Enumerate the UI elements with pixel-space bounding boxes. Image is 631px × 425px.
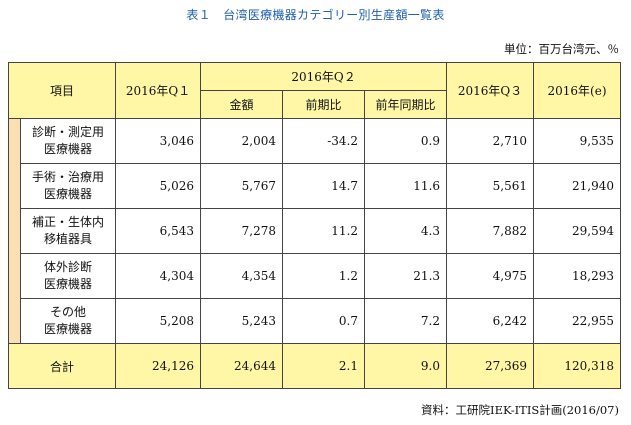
category-label: 補正・生体内 移植器具 (19, 208, 117, 254)
cell-q2-amount: 7,278 (200, 208, 284, 254)
cell-q3: 7,882 (446, 208, 535, 254)
cell-q2-qoq: 11.2 (282, 208, 366, 254)
source-note: 資料：工研院IEK-ITIS計画(2016/07) (421, 403, 619, 417)
cell-q2-qoq: -34.2 (282, 118, 366, 164)
total-q2-qoq: 2.1 (282, 343, 366, 389)
cell-q3: 2,710 (446, 118, 535, 164)
category-line1: 体外診断 (44, 260, 93, 274)
category-label: 診断・測定用 医療機器 (19, 118, 117, 164)
cell-q1: 3,046 (115, 118, 202, 164)
cell-q3: 5,561 (446, 163, 535, 209)
cell-year: 22,955 (533, 298, 622, 344)
cell-q1: 5,208 (115, 298, 202, 344)
cell-q1: 6,543 (115, 208, 202, 254)
cell-year: 21,940 (533, 163, 622, 209)
header-q2: 2016年Q２ (200, 62, 448, 91)
total-q2-amount: 24,644 (200, 343, 284, 389)
cell-q1: 5,026 (115, 163, 202, 209)
category-line1: 補正・生体内 (32, 215, 105, 229)
cell-q2-yoy: 7.2 (364, 298, 448, 344)
category-line1: その他 (50, 305, 87, 319)
cell-q3: 6,242 (446, 298, 535, 344)
header-q1: 2016年Q１ (115, 62, 202, 119)
header-year: 2016年(e) (533, 62, 622, 119)
header-item: 項目 (7, 62, 117, 119)
cell-year: 9,535 (533, 118, 622, 164)
table-title: 表１ 台湾医療機器カテゴリー別生産額一覧表 (186, 8, 445, 22)
header-row-2: 金額 前期比 前年同期比 (9, 90, 621, 119)
category-label: その他 医療機器 (19, 298, 117, 344)
cell-q2-yoy: 21.3 (364, 253, 448, 299)
cell-q2-amount: 5,243 (200, 298, 284, 344)
cell-q2-amount: 2,004 (200, 118, 284, 164)
cell-q2-qoq: 1.2 (282, 253, 366, 299)
header-q2-qoq: 前期比 (282, 90, 366, 119)
cell-q2-qoq: 0.7 (282, 298, 366, 344)
cell-q2-qoq: 14.7 (282, 163, 366, 209)
cell-q1: 4,304 (115, 253, 202, 299)
production-table: 項目 2016年Q１ 2016年Q２ 2016年Q３ 2016年(e) 金額 前… (7, 62, 622, 389)
table-row: 補正・生体内 移植器具 6,543 7,278 11.2 4.3 7,882 29… (9, 208, 622, 254)
header-q2-yoy: 前年同期比 (364, 90, 448, 119)
category-label: 体外診断 医療機器 (19, 253, 117, 299)
total-q1: 24,126 (115, 343, 202, 389)
category-line2: 医療機器 (44, 277, 93, 291)
table-row: 診断・測定用 医療機器 3,046 2,004 -34.2 0.9 2,710 9… (8, 118, 622, 344)
unit-note: 単位：百万台湾元、％ (504, 42, 619, 56)
category-line2: 移植器具 (44, 232, 93, 246)
header-q3: 2016年Q３ (446, 62, 535, 119)
category-line2: 医療機器 (44, 142, 93, 156)
total-q3: 27,369 (446, 343, 535, 389)
table-row: 体外診断医療機器 4,304 4,354 1.2 21.3 4,975 18,2… (9, 253, 622, 299)
cell-q2-amount: 5,767 (200, 163, 284, 209)
cell-q2-yoy: 0.9 (364, 118, 448, 164)
cell-q3: 4,975 (446, 253, 535, 299)
category-line2: 医療機器 (44, 187, 93, 201)
cell-year: 29,594 (533, 208, 622, 254)
category-stub (8, 118, 21, 344)
header-q2-amount: 金額 (200, 90, 284, 119)
table-row: その他医療機器 5,208 5,243 0.7 7.2 6,242 22,955 (9, 298, 622, 344)
cell-q2-amount: 4,354 (200, 253, 284, 299)
category-line1: 手術・治療用 (32, 170, 105, 184)
total-row: 合計 24,126 24,644 2.1 9.0 27,369 120,318 (7, 343, 622, 389)
category-line1: 診断・測定用 (32, 125, 105, 139)
header-row-1: 項目 2016年Q１ 2016年Q２ 2016年Q３ 2016年(e) (7, 62, 622, 119)
table-row: 手術・治療用 医療機器 5,026 5,767 14.7 11.6 5,561 2… (9, 163, 622, 209)
cell-q2-yoy: 11.6 (364, 163, 448, 209)
total-year: 120,318 (533, 343, 622, 389)
total-label: 合計 (7, 343, 117, 389)
cell-year: 18,293 (533, 253, 622, 299)
total-q2-yoy: 9.0 (364, 343, 448, 389)
category-label: 手術・治療用 医療機器 (19, 163, 117, 209)
category-line2: 医療機器 (44, 322, 93, 336)
cell-q2-yoy: 4.3 (364, 208, 448, 254)
